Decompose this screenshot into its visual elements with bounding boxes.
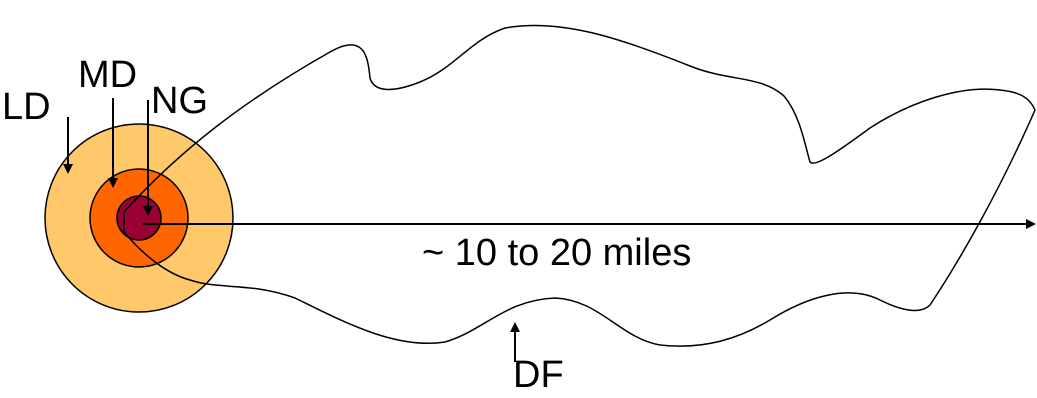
md-label: MD	[78, 54, 138, 96]
df-label: DF	[513, 354, 564, 396]
ld-label: LD	[2, 86, 51, 128]
ng-label: NG	[151, 80, 208, 122]
df-plume-outline	[123, 24, 1036, 347]
range-label: ~ 10 to 20 miles	[422, 232, 692, 274]
